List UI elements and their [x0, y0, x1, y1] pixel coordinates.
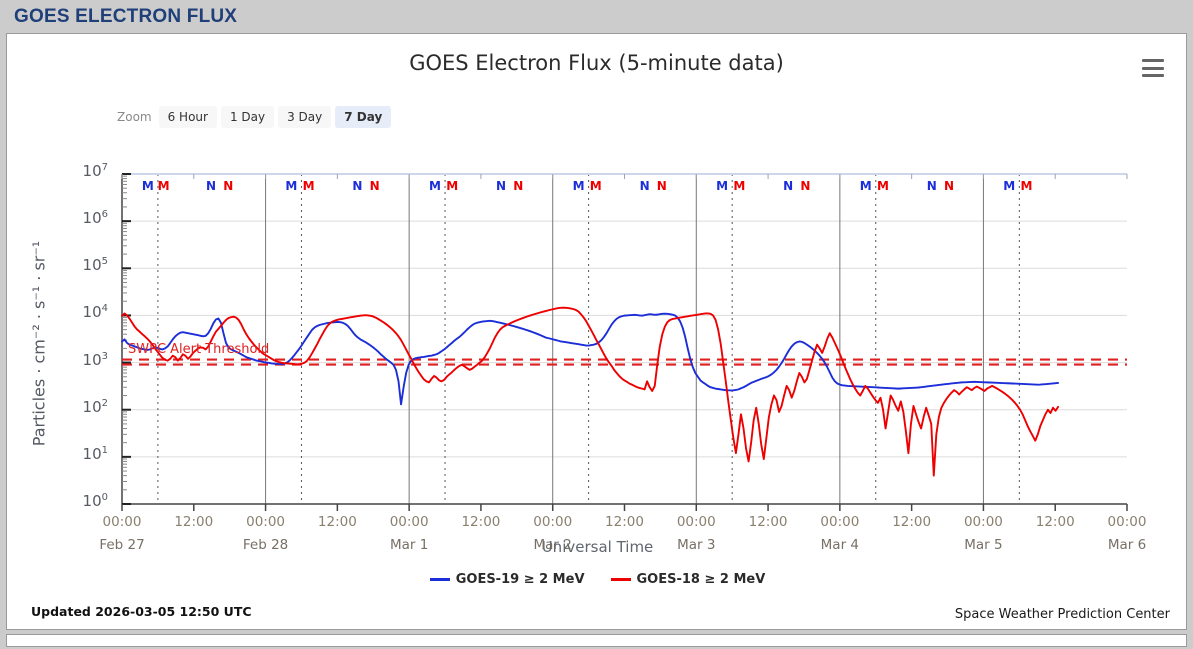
legend-label-goes-18: GOES-18 ≥ 2 MeV [636, 572, 766, 587]
event-marker-n[interactable]: N [205, 179, 217, 193]
x-axis-date-label: Mar 1 [389, 537, 429, 553]
y-axis-tick-label: 102 [82, 397, 108, 416]
x-axis-time-label: 00:00 [102, 514, 142, 530]
page-header: GOES ELECTRON FLUX [0, 0, 1193, 33]
zoom-button-1-day[interactable]: 1 Day [220, 106, 275, 128]
event-marker-n[interactable]: N [783, 179, 794, 193]
zoom-button-6-hour[interactable]: 6 Hour [158, 106, 217, 128]
event-marker-m[interactable]: M [285, 179, 298, 193]
bottom-strip [6, 634, 1187, 647]
x-axis-date-label: Mar 3 [677, 537, 716, 553]
legend-swatch-goes-19 [429, 578, 450, 581]
event-marker-m[interactable]: M [446, 179, 459, 193]
zoom-button-3-day[interactable]: 3 Day [278, 106, 332, 128]
x-axis-time-label: 00:00 [533, 514, 573, 530]
event-marker-n[interactable]: N [352, 179, 363, 193]
event-marker-m[interactable]: M [716, 179, 729, 193]
x-axis-time-label: 00:00 [963, 514, 1003, 530]
y-axis-tick-label: 107 [82, 162, 108, 180]
zoom-label: Zoom [117, 110, 152, 124]
event-marker-n[interactable]: N [926, 179, 937, 193]
x-axis-time-label: 12:00 [748, 514, 788, 530]
event-marker-n[interactable]: N [639, 179, 650, 193]
zoom-control-bar: Zoom 6 Hour 1 Day 3 Day 7 Day [117, 106, 392, 128]
legend-swatch-goes-18 [610, 578, 631, 581]
event-marker-m[interactable]: M [589, 179, 602, 193]
x-axis-date-label: Mar 2 [533, 537, 572, 553]
x-axis-time-label: 12:00 [1035, 514, 1075, 530]
chart-title: GOES Electron Flux (5-minute data) [409, 51, 784, 75]
x-axis-time-label: 12:00 [892, 514, 932, 530]
x-axis-time-label: 12:00 [174, 514, 214, 530]
x-axis-time-label: 00:00 [820, 514, 860, 530]
event-marker-m[interactable]: M [157, 179, 170, 193]
y-axis-title: Particles · cm⁻² · s⁻¹ · sr⁻¹ [29, 240, 49, 447]
chart-legend: GOES-19 ≥ 2 MeV GOES-18 ≥ 2 MeV [7, 572, 1188, 587]
event-marker-m[interactable]: M [572, 179, 585, 193]
legend-item-goes-19[interactable]: GOES-19 ≥ 2 MeV [429, 572, 585, 587]
event-marker-n[interactable]: N [943, 179, 954, 193]
x-axis-time-label: 12:00 [461, 514, 501, 530]
x-axis-date-label: Mar 5 [964, 537, 1003, 553]
x-axis-title: Universal Time [541, 538, 654, 556]
hamburger-menu-icon[interactable] [1142, 59, 1164, 77]
y-axis-tick-label: 104 [82, 303, 108, 322]
y-axis-tick-label: 103 [82, 350, 108, 369]
x-axis-time-label: 00:00 [389, 514, 429, 530]
event-marker-m[interactable]: M [302, 179, 315, 193]
x-axis-time-label: 00:00 [1107, 514, 1147, 530]
event-marker-n[interactable]: N [800, 179, 811, 193]
x-axis-date-label: Feb 27 [99, 537, 145, 553]
y-axis-tick-label: 106 [82, 209, 108, 228]
x-axis-time-label: 12:00 [317, 514, 357, 530]
x-axis-date-label: Mar 4 [820, 537, 860, 553]
attribution-text: Space Weather Prediction Center [954, 607, 1170, 622]
event-marker-n[interactable]: N [223, 179, 234, 193]
x-axis-time-label: 00:00 [246, 514, 286, 530]
y-axis-tick-label: 100 [82, 492, 108, 510]
event-marker-n[interactable]: N [513, 179, 524, 193]
event-marker-n[interactable]: N [495, 179, 507, 193]
event-marker-m[interactable]: M [859, 179, 872, 193]
event-marker-m[interactable]: M [876, 179, 889, 193]
event-marker-m[interactable]: M [141, 179, 154, 193]
y-axis-tick-label: 101 [82, 444, 108, 463]
chart-card: GOES Electron Flux (5-minute data) Zoom … [6, 33, 1187, 630]
updated-timestamp: Updated 2026-03-05 12:50 UTC [31, 604, 252, 619]
event-marker-m[interactable]: M [1003, 179, 1016, 193]
x-axis-date-label: Feb 28 [242, 537, 289, 553]
x-axis-date-label: Mar 6 [1107, 537, 1147, 553]
legend-label-goes-19: GOES-19 ≥ 2 MeV [455, 572, 585, 587]
y-axis-tick-label: 105 [82, 256, 108, 275]
page-title: GOES ELECTRON FLUX [14, 5, 238, 27]
event-marker-n[interactable]: N [369, 179, 380, 193]
zoom-button-7-day[interactable]: 7 Day [335, 106, 392, 128]
threshold-label: SWPC Alert Threshold [128, 341, 270, 357]
x-axis-time-label: 00:00 [676, 514, 716, 530]
event-marker-n[interactable]: N [656, 179, 667, 193]
event-marker-m[interactable]: M [429, 179, 441, 193]
x-axis-time-label: 12:00 [605, 514, 644, 530]
event-marker-m[interactable]: M [733, 179, 746, 193]
legend-item-goes-18[interactable]: GOES-18 ≥ 2 MeV [610, 572, 766, 587]
event-marker-m[interactable]: M [1020, 179, 1033, 193]
